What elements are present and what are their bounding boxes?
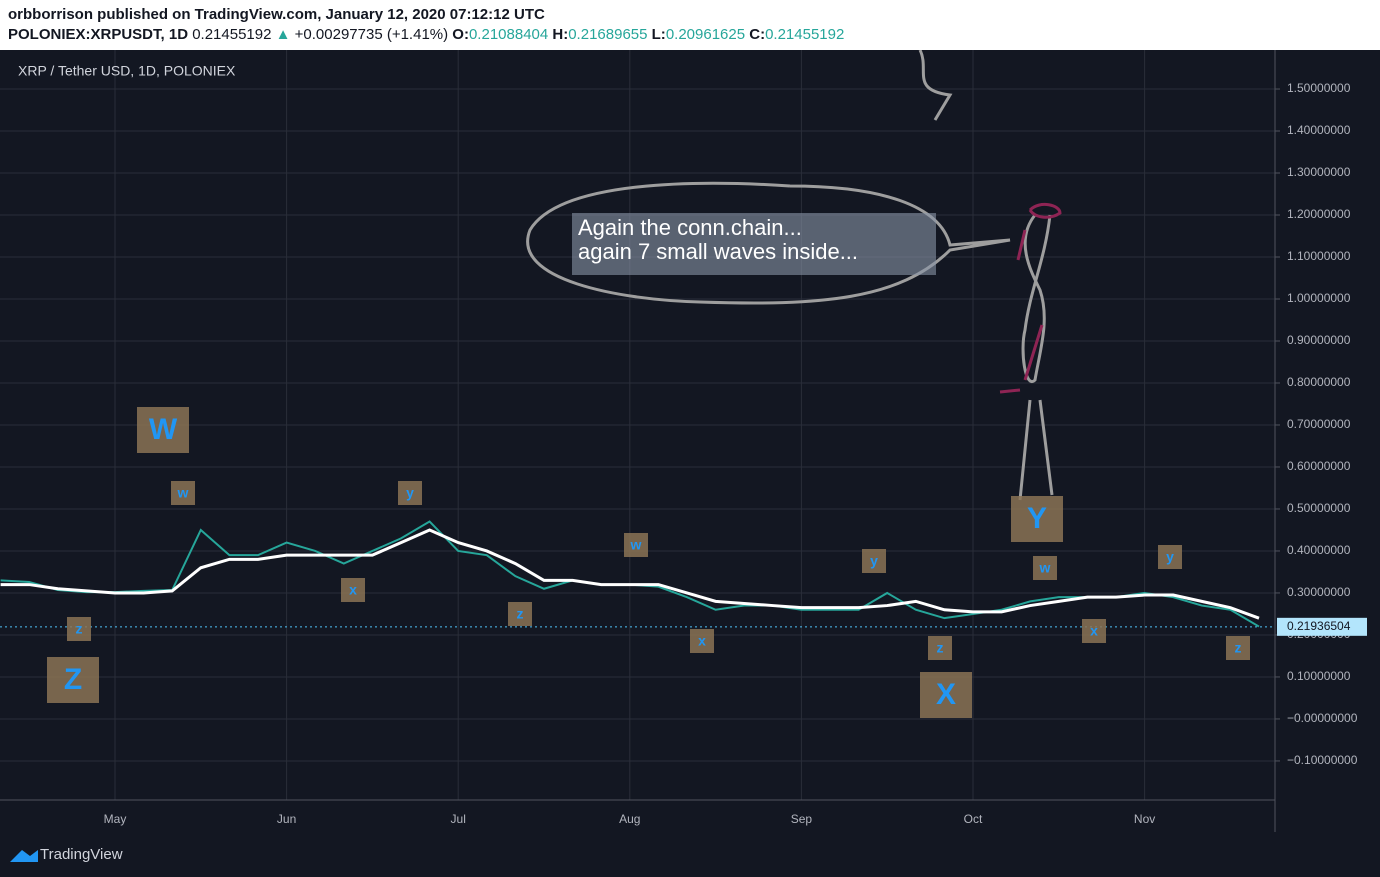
wave-label-box bbox=[341, 578, 365, 602]
x-tick-label: Oct bbox=[964, 812, 983, 826]
wave-label: w bbox=[630, 537, 642, 553]
y-tick-label: 1.20000000 bbox=[1287, 207, 1351, 221]
c-label: C: bbox=[749, 26, 766, 43]
price: 0.21455192 bbox=[192, 26, 272, 43]
y-tick-label: 0.80000000 bbox=[1287, 375, 1351, 389]
x-tick-label: Jun bbox=[277, 812, 296, 826]
wave-label: y bbox=[406, 485, 414, 501]
price-line bbox=[0, 528, 1260, 620]
y-tick-label: 1.40000000 bbox=[1287, 123, 1351, 137]
wave-label: x bbox=[1090, 623, 1098, 639]
wave-label-box bbox=[137, 407, 189, 453]
wave-label: z bbox=[1235, 640, 1242, 656]
wave-label: x bbox=[349, 582, 357, 598]
y-tick-label: 0.30000000 bbox=[1287, 585, 1351, 599]
figure-accents bbox=[999, 202, 1062, 394]
wave-label: z bbox=[937, 640, 944, 656]
wave-label-box bbox=[690, 629, 714, 653]
tv-logo bbox=[10, 850, 38, 862]
wave-label-box bbox=[398, 481, 422, 505]
l-value: 0.20961625 bbox=[665, 26, 746, 43]
wave-label-box bbox=[624, 533, 648, 557]
l-label: L: bbox=[651, 26, 666, 43]
x-tick-label: May bbox=[104, 812, 127, 826]
o-value: 0.21088404 bbox=[468, 26, 549, 43]
x-tick-label: Jul bbox=[451, 812, 466, 826]
y-tick-label: −0.10000000 bbox=[1287, 753, 1358, 767]
header: orbborrison published on TradingView.com… bbox=[0, 0, 1380, 50]
arrow: ▲ bbox=[275, 26, 291, 43]
o-label: O: bbox=[452, 26, 469, 43]
wave-label: y bbox=[1166, 549, 1174, 565]
wave-label-box bbox=[1226, 636, 1250, 660]
grid: −0.10000000−0.000000000.100000000.200000… bbox=[0, 50, 1367, 826]
last-price-label: 0.21936504 bbox=[1287, 619, 1351, 633]
wave-label-box bbox=[928, 636, 952, 660]
chart-legend: XRP / Tether USD, 1D, POLONIEX bbox=[18, 63, 236, 79]
y-tick-label: −0.00000000 bbox=[1287, 711, 1358, 725]
footer-text: TradingView bbox=[40, 846, 123, 863]
bubble-line: again 7 small waves inside... bbox=[578, 239, 858, 264]
wave-label: x bbox=[698, 633, 706, 649]
wave-label: z bbox=[76, 621, 83, 637]
wave-label-box bbox=[1011, 496, 1063, 542]
y-tick-label: 1.10000000 bbox=[1287, 249, 1351, 263]
stick-legs bbox=[918, 50, 1054, 501]
wave-label: y bbox=[870, 553, 878, 569]
c-value: 0.21455192 bbox=[765, 26, 845, 43]
wave-label-box bbox=[171, 481, 195, 505]
wave-label-box bbox=[47, 657, 99, 703]
change: +0.00297735 (+1.41%) bbox=[294, 26, 449, 43]
wave-label-box bbox=[862, 549, 886, 573]
wave-label-box bbox=[1082, 619, 1106, 643]
y-tick-label: 0.90000000 bbox=[1287, 333, 1351, 347]
y-tick-label: 1.00000000 bbox=[1287, 291, 1351, 305]
wave-label: W bbox=[149, 413, 178, 446]
y-tick-label: 0.50000000 bbox=[1287, 501, 1351, 515]
wave-label-box bbox=[1158, 545, 1182, 569]
symbol: POLONIEX:XRPUSDT, 1D bbox=[8, 26, 189, 43]
annotations: Ww y x z w x y z X Yw x y z z Z bbox=[47, 407, 1250, 718]
wave-label: X bbox=[936, 678, 956, 711]
publish-line: orbborrison published on TradingView.com… bbox=[8, 6, 545, 23]
ohlc-line: POLONIEX:XRPUSDT, 1D 0.21455192 ▲ +0.002… bbox=[8, 26, 844, 43]
last-price-box bbox=[1277, 617, 1367, 636]
wave-label: Z bbox=[64, 663, 82, 696]
publish-text: orbborrison published on TradingView.com… bbox=[8, 6, 545, 23]
wave-label: Y bbox=[1027, 502, 1047, 535]
h-value: 0.21689655 bbox=[568, 26, 648, 43]
y-tick-label: 1.30000000 bbox=[1287, 165, 1351, 179]
y-tick-label: 0.60000000 bbox=[1287, 459, 1351, 473]
footer: TradingView bbox=[10, 846, 123, 863]
y-tick-label: 0.70000000 bbox=[1287, 417, 1351, 431]
drawings bbox=[526, 50, 1062, 501]
bubble-box bbox=[572, 213, 936, 275]
x-tick-label: Aug bbox=[619, 812, 640, 826]
wave-label-box bbox=[1033, 556, 1057, 580]
wave-label-box bbox=[920, 672, 972, 718]
stick-figure bbox=[1021, 214, 1052, 384]
wave-label: z bbox=[517, 606, 524, 622]
bubble-line: Again the conn.chain... bbox=[578, 215, 802, 240]
h-label: H: bbox=[552, 26, 569, 43]
wave-label-box bbox=[67, 617, 91, 641]
wave-label-box bbox=[508, 602, 532, 626]
y-tick-label: 0.10000000 bbox=[1287, 669, 1351, 683]
y-tick-label: 0.40000000 bbox=[1287, 543, 1351, 557]
y-tick-label: 1.50000000 bbox=[1287, 81, 1351, 95]
speech-bubble bbox=[526, 181, 1011, 305]
x-tick-label: Sep bbox=[791, 812, 813, 826]
chart: −0.10000000−0.000000000.100000000.200000… bbox=[0, 50, 1367, 863]
wave-label: w bbox=[1039, 560, 1051, 576]
x-tick-label: Nov bbox=[1134, 812, 1155, 826]
wave-label: w bbox=[177, 485, 189, 501]
